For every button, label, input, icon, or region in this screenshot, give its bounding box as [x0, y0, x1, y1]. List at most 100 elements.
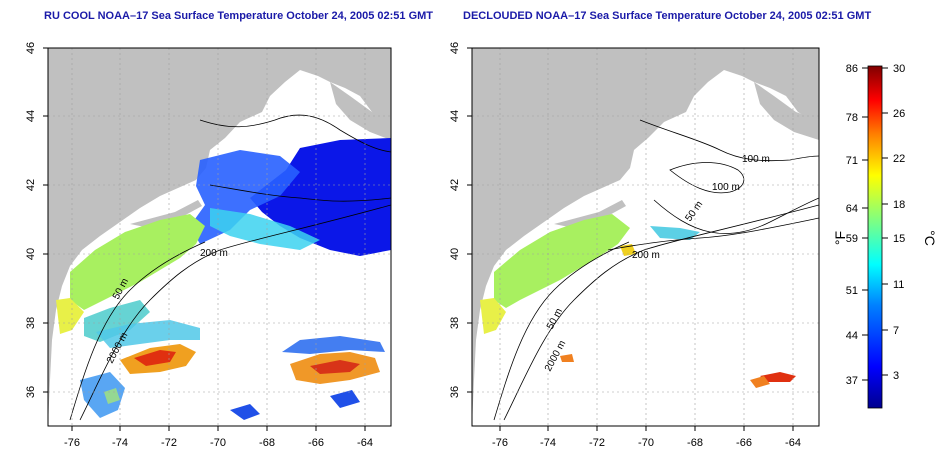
colorbar-c-unit: °C: [922, 230, 938, 246]
sst-red-patch-left: [134, 350, 176, 366]
y-tick-label: 38: [449, 317, 461, 329]
colorbar-f-tick: 44: [846, 330, 858, 342]
contour-shelf: [69, 241, 206, 421]
x-tick-label: -74: [540, 437, 556, 449]
y-tick-label: 36: [25, 386, 37, 398]
y-tick-label: 40: [25, 248, 37, 260]
y-tick-label: 38: [25, 317, 37, 329]
sst-green-shelf: [494, 214, 630, 308]
colorbar-f-tick: 37: [846, 375, 858, 387]
right-tick-marks: [467, 47, 794, 431]
contour-shelf: [493, 241, 630, 421]
colorbar-f-tick: 71: [846, 155, 858, 167]
sst-se-blue: [282, 336, 385, 354]
left-map-panel: 200 m 50 m 2000 m -76 -74 -72 -70 -68 -6…: [25, 42, 392, 449]
y-tick-label: 46: [449, 42, 461, 54]
colorbar-f-labels: 86 78 71 64 59 51 44 37: [846, 63, 858, 387]
x-tick-label: -70: [638, 437, 654, 449]
land: [472, 48, 819, 426]
sst-yellow-nearshore: [480, 298, 506, 334]
colorbar-c-tick: 22: [893, 153, 905, 165]
y-tick-label: 42: [25, 179, 37, 191]
sst-cyan-shelf-edge: [650, 226, 700, 240]
sst-scatter-left: [80, 372, 125, 418]
left-grid: [48, 48, 391, 426]
y-tick-label: 44: [25, 110, 37, 122]
sst-cyan-swath: [210, 208, 320, 250]
x-tick-label: -64: [785, 437, 801, 449]
right-y-tick-labels: 36 38 40 42 44 46: [449, 42, 461, 398]
y-tick-label: 44: [449, 110, 461, 122]
left-y-tick-labels: 36 38 40 42 44 46: [25, 42, 37, 398]
x-tick-label: -64: [357, 437, 373, 449]
colorbar-f-tick: 59: [846, 233, 858, 245]
sst-cyan-patch-left: [96, 320, 200, 348]
colorbar-f-tick: 51: [846, 285, 858, 297]
colorbar-c-tick: 15: [893, 233, 905, 245]
x-tick-label: -76: [492, 437, 508, 449]
y-tick-label: 36: [449, 386, 461, 398]
y-tick-label: 42: [449, 179, 461, 191]
right-panel-title: DECLOUDED NOAA–17 Sea Surface Temperatur…: [463, 10, 872, 22]
sst-red-patch-right: [760, 372, 796, 382]
left-frame: [47, 47, 392, 427]
x-tick-label: -72: [589, 437, 605, 449]
colorbar-f-tick: 86: [846, 63, 858, 75]
colorbar-f-tick: 64: [846, 203, 858, 215]
y-tick-label: 46: [25, 42, 37, 54]
sst-bottom-blue-2: [330, 390, 360, 408]
left-x-tick-labels: -76 -74 -72 -70 -68 -66 -64: [64, 437, 373, 449]
land-nova-scotia: [330, 82, 391, 140]
colorbar-c-labels: 30 26 22 18 15 11 7 3: [893, 63, 905, 382]
colorbar-c-tick: 26: [893, 108, 905, 120]
right-contour-label-100m-outer: 100 m: [742, 154, 770, 165]
left-panel-title: RU COOL NOAA–17 Sea Surface Temperature …: [44, 10, 434, 22]
land-nova-scotia: [754, 82, 819, 140]
colorbar-ticks: [862, 67, 888, 381]
contour-100m-inner: [669, 162, 745, 194]
left-map-content: [48, 48, 391, 426]
left-tick-marks: [43, 47, 366, 431]
x-tick-label: -76: [64, 437, 80, 449]
sst-green-shelf: [70, 214, 205, 310]
colorbar-gradient: [867, 65, 883, 409]
colorbar-c-tick: 7: [893, 325, 899, 337]
x-tick-label: -68: [687, 437, 703, 449]
colorbar-c-tick: 3: [893, 370, 899, 382]
x-tick-label: -68: [259, 437, 275, 449]
colorbar-c-tick: 30: [893, 63, 905, 75]
right-grid: [472, 48, 819, 426]
x-tick-label: -66: [308, 437, 324, 449]
colorbar-f-tick: 78: [846, 112, 858, 124]
contour-200m: [209, 184, 391, 202]
contour-2000m: [503, 204, 819, 421]
x-tick-label: -66: [736, 437, 752, 449]
sst-bottom-blue: [230, 404, 260, 420]
contour-50m: [653, 197, 819, 234]
land: [48, 48, 391, 426]
y-tick-label: 40: [449, 248, 461, 260]
land-long-island: [554, 200, 626, 228]
contour-2000m: [79, 204, 391, 421]
colorbar-f-unit: °F: [832, 231, 848, 245]
right-contour-label-100m-inner: 100 m: [712, 182, 740, 193]
x-tick-label: -72: [161, 437, 177, 449]
x-tick-label: -74: [112, 437, 128, 449]
left-contour-label-200m: 200 m: [200, 248, 228, 259]
colorbar-c-tick: 11: [893, 279, 904, 291]
colorbar: 86 78 71 64 59 51 44 37 30 26 22 18 15 1…: [832, 63, 938, 409]
colorbar-c-tick: 18: [893, 199, 905, 211]
sst-se-red: [310, 360, 360, 374]
right-contour-label-200m: 200 m: [632, 250, 660, 261]
sst-orange-dot: [560, 354, 574, 362]
right-x-tick-labels: -76 -74 -72 -70 -68 -66 -64: [492, 437, 801, 449]
land-long-island: [130, 200, 202, 228]
sst-orange-patch-right: [750, 376, 770, 388]
sst-yellow-nearshore: [56, 298, 84, 334]
right-map-content: [472, 48, 819, 426]
x-tick-label: -70: [210, 437, 226, 449]
right-contours: [493, 119, 819, 421]
right-map-panel: 100 m 100 m 50 m 200 m 50 m 2000 m -76 -…: [449, 42, 820, 449]
contour-200m: [607, 217, 819, 251]
